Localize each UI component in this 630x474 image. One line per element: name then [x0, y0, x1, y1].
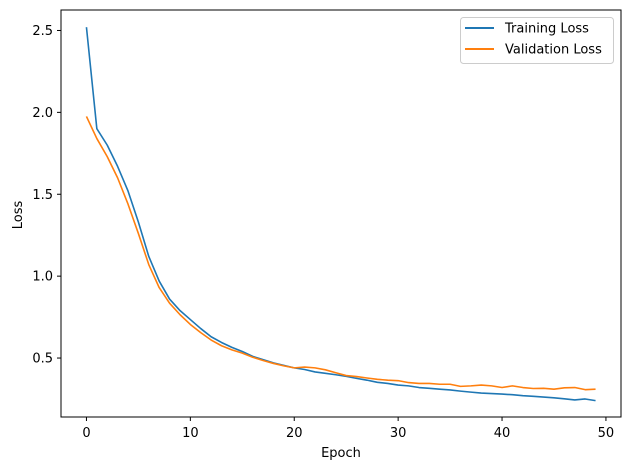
- legend-box: [460, 17, 614, 64]
- y-axis-ticks: 0.5 1.0 1.5 2.0 2.5: [32, 24, 61, 367]
- axes-frame: [60, 9, 622, 418]
- legend-label-training: Training Loss: [504, 22, 589, 37]
- series-line-validation-loss: [85, 116, 596, 391]
- series-line-training-loss: [85, 27, 596, 402]
- legend-label-validation: Validation Loss: [505, 43, 602, 58]
- x-tick-label: 30: [390, 426, 407, 441]
- plot-lines: [85, 27, 596, 402]
- legend: Training Loss Validation Loss: [460, 17, 614, 64]
- x-axis-ticks: 0 10 20 30 40 50: [82, 417, 614, 441]
- y-tick-label: 1.5: [32, 188, 53, 203]
- x-tick-label: 40: [494, 426, 511, 441]
- y-tick-label: 0.5: [32, 352, 53, 367]
- y-tick-label: 2.0: [32, 106, 53, 121]
- y-tick-label: 1.0: [32, 270, 53, 285]
- y-axis-label: Loss: [11, 201, 26, 230]
- x-axis-label: Epoch: [321, 446, 361, 461]
- x-tick-label: 10: [182, 426, 199, 441]
- x-tick-label: 20: [286, 426, 303, 441]
- x-tick-label: 50: [598, 426, 615, 441]
- x-tick-label: 0: [82, 426, 90, 441]
- y-tick-label: 2.5: [32, 24, 53, 39]
